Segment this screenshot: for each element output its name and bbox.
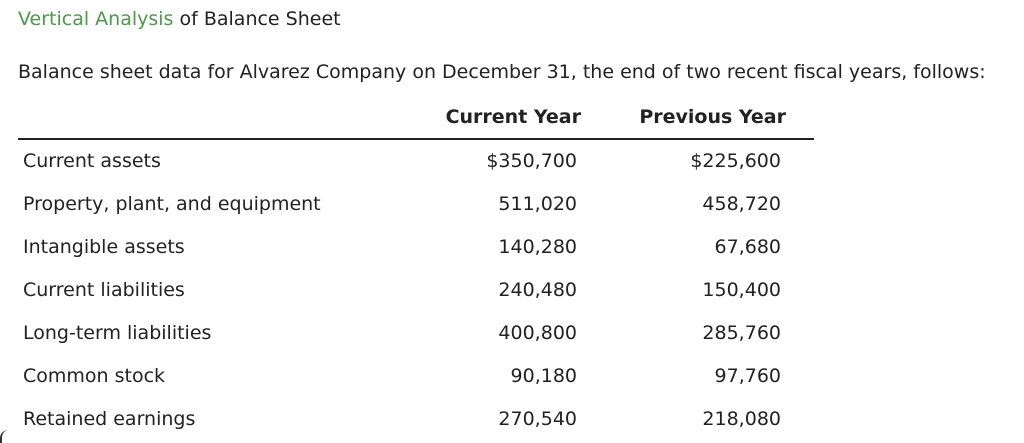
current-year-value: 90,180 [510,365,577,387]
column-header-previous-year: Previous Year [639,106,786,128]
table-row: Intangible assets 140,280 67,680 [0,235,1024,259]
table-row: Common stock 90,180 97,760 [0,364,1024,388]
row-label: Retained earnings [23,408,196,430]
current-year-value: 400,800 [498,322,577,344]
page-edge-mark [0,430,10,443]
previous-year-value: $225,600 [690,150,781,172]
row-label: Current assets [23,150,161,172]
row-label: Long-term liabilities [23,322,212,344]
heading-accent-text: Vertical Analysis [18,8,174,30]
heading-text: of Balance Sheet [173,8,341,30]
previous-year-value: 458,720 [702,193,781,215]
header-divider [18,138,814,140]
current-year-value: 140,280 [498,236,577,258]
table-row: Long-term liabilities 400,800 285,760 [0,321,1024,345]
previous-year-value: 150,400 [702,279,781,301]
column-header-current-year: Current Year [445,106,581,128]
current-year-value: 511,020 [498,193,577,215]
table-row: Property, plant, and equipment 511,020 4… [0,192,1024,216]
row-label: Current liabilities [23,279,185,301]
current-year-value: $350,700 [486,150,577,172]
row-label: Intangible assets [23,236,185,258]
table-row: Retained earnings 270,540 218,080 [0,407,1024,431]
table-row: Current assets $350,700 $225,600 [0,149,1024,173]
section-heading: Vertical Analysis of Balance Sheet [18,7,341,31]
intro-text: Balance sheet data for Alvarez Company o… [18,61,986,83]
row-label: Property, plant, and equipment [23,193,321,215]
current-year-value: 240,480 [498,279,577,301]
previous-year-value: 97,760 [714,365,781,387]
table-row: Current liabilities 240,480 150,400 [0,278,1024,302]
previous-year-value: 285,760 [702,322,781,344]
previous-year-value: 218,080 [702,408,781,430]
previous-year-value: 67,680 [714,236,781,258]
row-label: Common stock [23,365,166,387]
current-year-value: 270,540 [498,408,577,430]
